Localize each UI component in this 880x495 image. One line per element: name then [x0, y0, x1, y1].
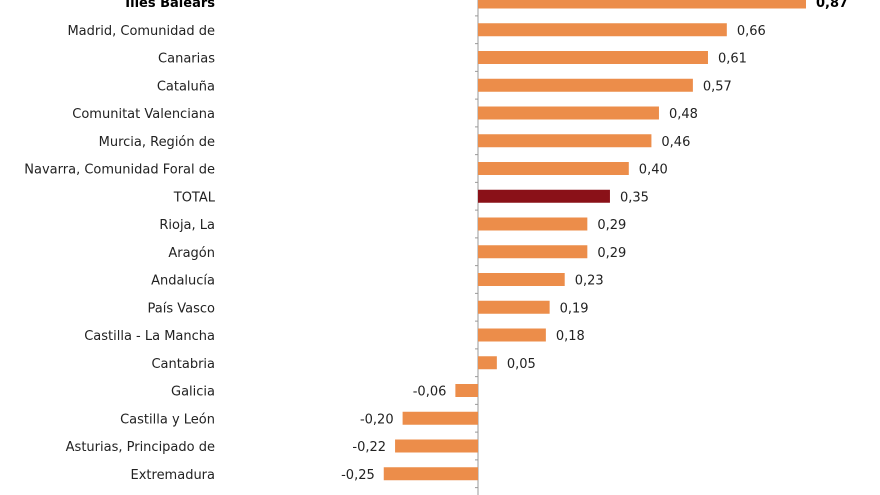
value-label: 0,61: [718, 52, 747, 67]
value-label: 0,19: [560, 301, 589, 316]
value-label: 0,48: [669, 107, 698, 122]
value-label: -0,25: [341, 468, 375, 483]
bar: [478, 0, 806, 9]
bar: [478, 356, 497, 370]
value-label: 0,46: [661, 135, 690, 150]
bar: [478, 189, 610, 203]
value-label: 0,23: [575, 274, 604, 289]
category-label: TOTAL: [173, 190, 216, 205]
category-label: Illes Balears: [125, 0, 215, 11]
value-label: 0,57: [703, 79, 732, 94]
bar: [478, 134, 652, 148]
bar: [395, 439, 478, 453]
category-label: Aragón: [168, 246, 215, 261]
category-label: Galicia: [171, 385, 215, 400]
value-label: 0,05: [507, 357, 536, 372]
category-label: Canarias: [158, 52, 215, 67]
value-label: 0,29: [597, 246, 626, 261]
bar: [478, 328, 546, 342]
category-label: Castilla - La Mancha: [84, 329, 215, 344]
value-label: -0,06: [413, 385, 447, 400]
category-label: Rioja, La: [159, 218, 215, 233]
bar: [478, 23, 727, 37]
bar: [383, 467, 478, 481]
category-label: Cantabria: [151, 357, 215, 372]
bar: [402, 411, 478, 425]
bar: [478, 78, 693, 92]
category-label: Extremadura: [131, 468, 216, 483]
category-label: Castilla y León: [120, 412, 215, 427]
bar: [478, 162, 629, 175]
bar: [478, 273, 565, 286]
category-label: Andalucía: [151, 274, 215, 289]
category-label: Murcia, Región de: [99, 135, 215, 150]
bar: [455, 384, 478, 397]
bar: [478, 300, 550, 314]
value-label: 0,29: [597, 218, 626, 233]
value-label: -0,20: [360, 412, 394, 427]
bar: [478, 51, 708, 64]
value-label: 0,35: [620, 190, 649, 205]
bar: [478, 106, 659, 120]
value-label: 0,18: [556, 329, 585, 344]
value-label: 0,66: [737, 24, 766, 39]
category-label: Asturias, Principado de: [66, 440, 215, 455]
bar: [478, 245, 588, 259]
category-label: Cataluña: [157, 79, 215, 94]
value-label: 0,87: [816, 0, 848, 11]
category-label: Comunitat Valenciana: [72, 107, 215, 122]
value-label: 0,40: [639, 163, 668, 178]
category-label: País Vasco: [148, 301, 216, 316]
value-label: -0,22: [352, 440, 386, 455]
category-label: Navarra, Comunidad Foral de: [24, 163, 215, 178]
category-label: Madrid, Comunidad de: [67, 24, 215, 39]
bar: [478, 217, 588, 231]
